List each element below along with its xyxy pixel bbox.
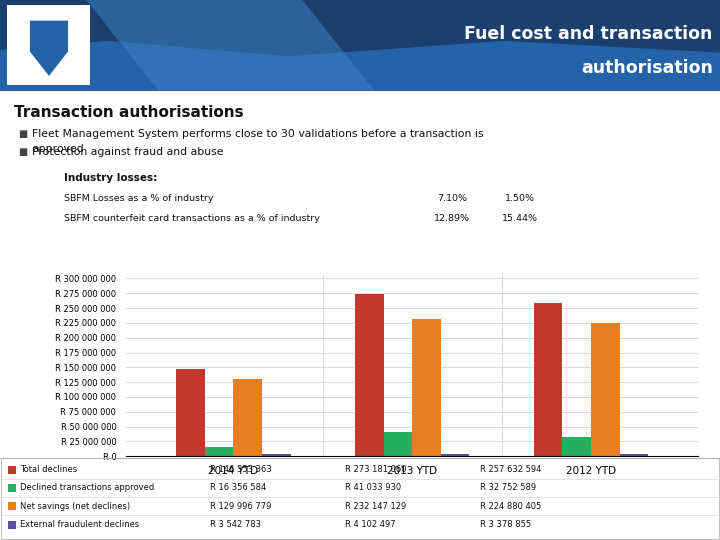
Bar bbox=[620, 454, 648, 456]
Text: 2013: 2013 bbox=[437, 173, 467, 183]
Text: R 4 102 497: R 4 102 497 bbox=[345, 520, 395, 529]
Text: R 3 378 855: R 3 378 855 bbox=[480, 520, 531, 529]
Bar bbox=[384, 432, 413, 456]
Text: SBFM counterfeit card transactions as a % of industry: SBFM counterfeit card transactions as a … bbox=[64, 214, 320, 223]
Bar bbox=[412, 319, 441, 456]
Text: R 41 033 930: R 41 033 930 bbox=[345, 483, 401, 492]
Text: R 32 752 589: R 32 752 589 bbox=[480, 483, 536, 492]
Text: Declined transactions approved: Declined transactions approved bbox=[20, 483, 154, 492]
Text: R 232 147 129: R 232 147 129 bbox=[345, 502, 406, 511]
Bar bbox=[591, 323, 620, 456]
Text: approved: approved bbox=[32, 144, 84, 154]
Text: 7.10%: 7.10% bbox=[437, 194, 467, 202]
Text: ■: ■ bbox=[18, 147, 27, 157]
Polygon shape bbox=[30, 20, 69, 77]
Bar bbox=[8, 502, 16, 510]
Bar bbox=[562, 437, 591, 456]
Text: R 146 353 363: R 146 353 363 bbox=[210, 465, 271, 474]
Bar bbox=[355, 294, 384, 456]
Text: ■: ■ bbox=[18, 129, 27, 139]
Bar bbox=[204, 447, 233, 456]
Text: Net savings (net declines): Net savings (net declines) bbox=[20, 502, 130, 511]
Text: Protection against fraud and abuse: Protection against fraud and abuse bbox=[32, 147, 224, 157]
Bar bbox=[534, 303, 562, 456]
Bar bbox=[441, 454, 469, 456]
Text: Fleet Management System performs close to 30 validations before a transaction is: Fleet Management System performs close t… bbox=[32, 129, 484, 139]
Text: SBFM Losses as a % of industry: SBFM Losses as a % of industry bbox=[64, 194, 214, 202]
Text: R 224 880 405: R 224 880 405 bbox=[480, 502, 541, 511]
Text: 1.50%: 1.50% bbox=[505, 194, 535, 202]
Text: Transaction authorisations: Transaction authorisations bbox=[14, 105, 244, 120]
Text: R 3 542 783: R 3 542 783 bbox=[210, 520, 261, 529]
Text: 15.44%: 15.44% bbox=[502, 214, 538, 223]
Text: R 16 356 584: R 16 356 584 bbox=[210, 483, 266, 492]
Bar bbox=[262, 454, 291, 456]
Polygon shape bbox=[0, 41, 720, 91]
Bar bbox=[7, 5, 90, 85]
Bar bbox=[8, 484, 16, 492]
Bar bbox=[176, 369, 204, 456]
Bar bbox=[8, 465, 16, 474]
Text: 12.89%: 12.89% bbox=[433, 214, 469, 223]
Text: authorisation: authorisation bbox=[581, 59, 713, 77]
Bar bbox=[233, 379, 262, 456]
Text: R 257 632 594: R 257 632 594 bbox=[480, 465, 541, 474]
Text: R 129 996 779: R 129 996 779 bbox=[210, 502, 271, 511]
Text: External fraudulent declines: External fraudulent declines bbox=[20, 520, 139, 529]
Text: Industry losses:: Industry losses: bbox=[64, 173, 157, 183]
Polygon shape bbox=[86, 0, 374, 91]
Bar bbox=[8, 521, 16, 529]
Text: Total declines: Total declines bbox=[20, 465, 77, 474]
Text: 2014 YTD: 2014 YTD bbox=[492, 173, 548, 183]
Text: Fuel cost and transaction: Fuel cost and transaction bbox=[464, 25, 713, 44]
Text: R 273 181 060: R 273 181 060 bbox=[345, 465, 407, 474]
